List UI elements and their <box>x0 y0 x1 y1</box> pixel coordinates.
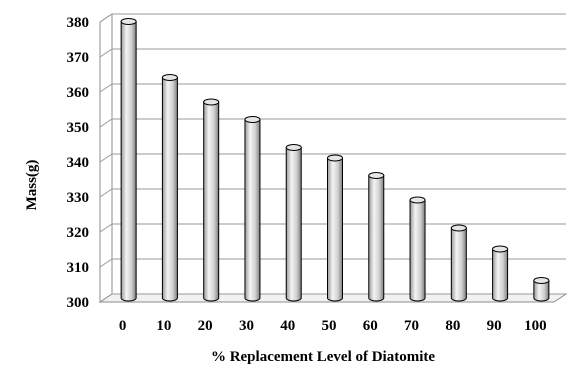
x-tick-label: 60 <box>363 318 378 334</box>
gridline <box>99 153 566 163</box>
y-tick-label: 380 <box>67 15 90 31</box>
x-tick-label: 90 <box>487 318 502 334</box>
x-tick-label: 20 <box>198 318 213 334</box>
y-tick-labels: 300 310 320 330 340 350 360 370 380 <box>67 15 90 311</box>
bar <box>120 18 137 302</box>
y-tick-label: 340 <box>67 155 90 171</box>
y-axis-title: Mass(g) <box>24 160 40 211</box>
x-axis-title: % Replacement Level of Diatomite <box>211 349 435 365</box>
x-tick-labels: 0 10 20 30 40 50 60 70 80 90 100 <box>119 318 547 334</box>
x-tick-label: 30 <box>239 318 254 334</box>
gridline <box>99 188 566 198</box>
bar <box>450 224 467 302</box>
bar <box>203 98 220 302</box>
bar <box>533 277 550 302</box>
bar <box>409 196 426 302</box>
x-tick-label: 80 <box>445 318 460 334</box>
gridline <box>99 13 566 23</box>
bar <box>368 172 385 302</box>
x-tick-label: 10 <box>156 318 171 334</box>
y-tick-label: 350 <box>67 120 90 136</box>
x-tick-label: 0 <box>119 318 127 334</box>
x-tick-label: 40 <box>280 318 295 334</box>
bar <box>327 154 343 302</box>
bar <box>244 116 261 302</box>
y-tick-label: 360 <box>67 85 90 101</box>
x-tick-label: 70 <box>404 318 419 334</box>
bars <box>120 18 550 302</box>
gridline <box>99 118 566 128</box>
gridline <box>99 83 566 93</box>
bar <box>161 74 178 302</box>
bar <box>492 245 509 302</box>
y-tick-label: 310 <box>67 260 90 276</box>
x-tick-label: 50 <box>322 318 337 334</box>
y-tick-label: 320 <box>67 225 90 241</box>
bar <box>285 144 302 302</box>
y-tick-label: 370 <box>67 50 90 66</box>
y-tick-label: 330 <box>67 190 90 206</box>
y-tick-label: 300 <box>67 295 90 311</box>
x-tick-label: 100 <box>524 318 547 334</box>
gridlines <box>99 13 566 303</box>
gridline <box>99 48 566 58</box>
